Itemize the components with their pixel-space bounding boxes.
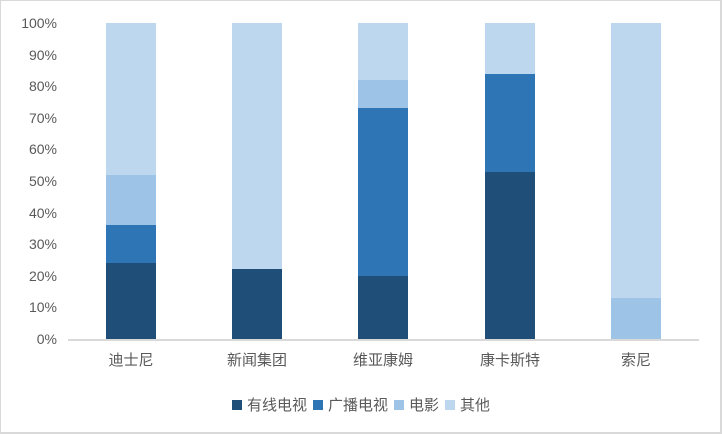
legend-swatch-icon — [312, 399, 323, 410]
bar-segment — [611, 23, 661, 298]
x-tick-label: 康卡斯特 — [479, 351, 540, 369]
bar-segment — [358, 79, 408, 109]
y-tick-label: 90% — [28, 46, 57, 63]
bar-segment — [485, 73, 535, 172]
bar-segment — [106, 174, 156, 226]
bar-stack — [358, 23, 408, 339]
y-tick-label: 60% — [28, 141, 57, 158]
bar-segment — [485, 171, 535, 339]
legend-swatch-icon — [231, 399, 242, 410]
bar-segment — [358, 23, 408, 80]
bar-segment — [485, 23, 535, 74]
bar-segment — [106, 225, 156, 264]
bar-segment — [106, 23, 156, 175]
bar-segment — [232, 23, 282, 270]
bar-stack — [106, 23, 156, 339]
bar-segment — [232, 269, 282, 339]
x-tick-label: 新闻集团 — [226, 351, 287, 369]
y-tick-label: 80% — [28, 78, 57, 95]
y-tick-label: 20% — [28, 267, 57, 284]
y-tick-label: 30% — [28, 236, 57, 253]
legend-item: 广播电视 — [312, 394, 388, 415]
y-tick-label: 70% — [28, 109, 57, 126]
legend-item: 电影 — [394, 394, 439, 415]
legend-label: 其他 — [460, 396, 491, 414]
legend-item: 有线电视 — [231, 394, 307, 415]
bar-stack — [485, 23, 535, 339]
x-tick-label: 索尼 — [620, 351, 651, 369]
y-tick-label: 0% — [36, 331, 57, 347]
bar-stack — [611, 23, 661, 339]
x-axis-line — [68, 339, 699, 341]
legend-label: 电影 — [409, 396, 440, 414]
legend: 有线电视 广播电视 电影 其他 — [0, 394, 722, 415]
y-tick-label: 50% — [28, 173, 57, 189]
x-tick-label: 维亚康姆 — [352, 351, 413, 369]
bar-stack — [232, 23, 282, 339]
legend-label: 广播电视 — [327, 396, 388, 414]
bar-segment — [358, 275, 408, 339]
legend-label: 有线电视 — [246, 396, 307, 414]
bar-segment — [611, 297, 661, 339]
legend-swatch-icon — [445, 399, 456, 410]
bar-segment — [106, 263, 156, 339]
y-tick-label: 100% — [21, 15, 57, 31]
legend-swatch-icon — [394, 399, 404, 410]
legend-item: 其他 — [445, 394, 490, 415]
y-tick-label: 10% — [28, 299, 57, 316]
bar-segment — [358, 108, 408, 276]
y-tick-label: 40% — [28, 204, 57, 221]
x-tick-label: 迪士尼 — [108, 351, 154, 369]
